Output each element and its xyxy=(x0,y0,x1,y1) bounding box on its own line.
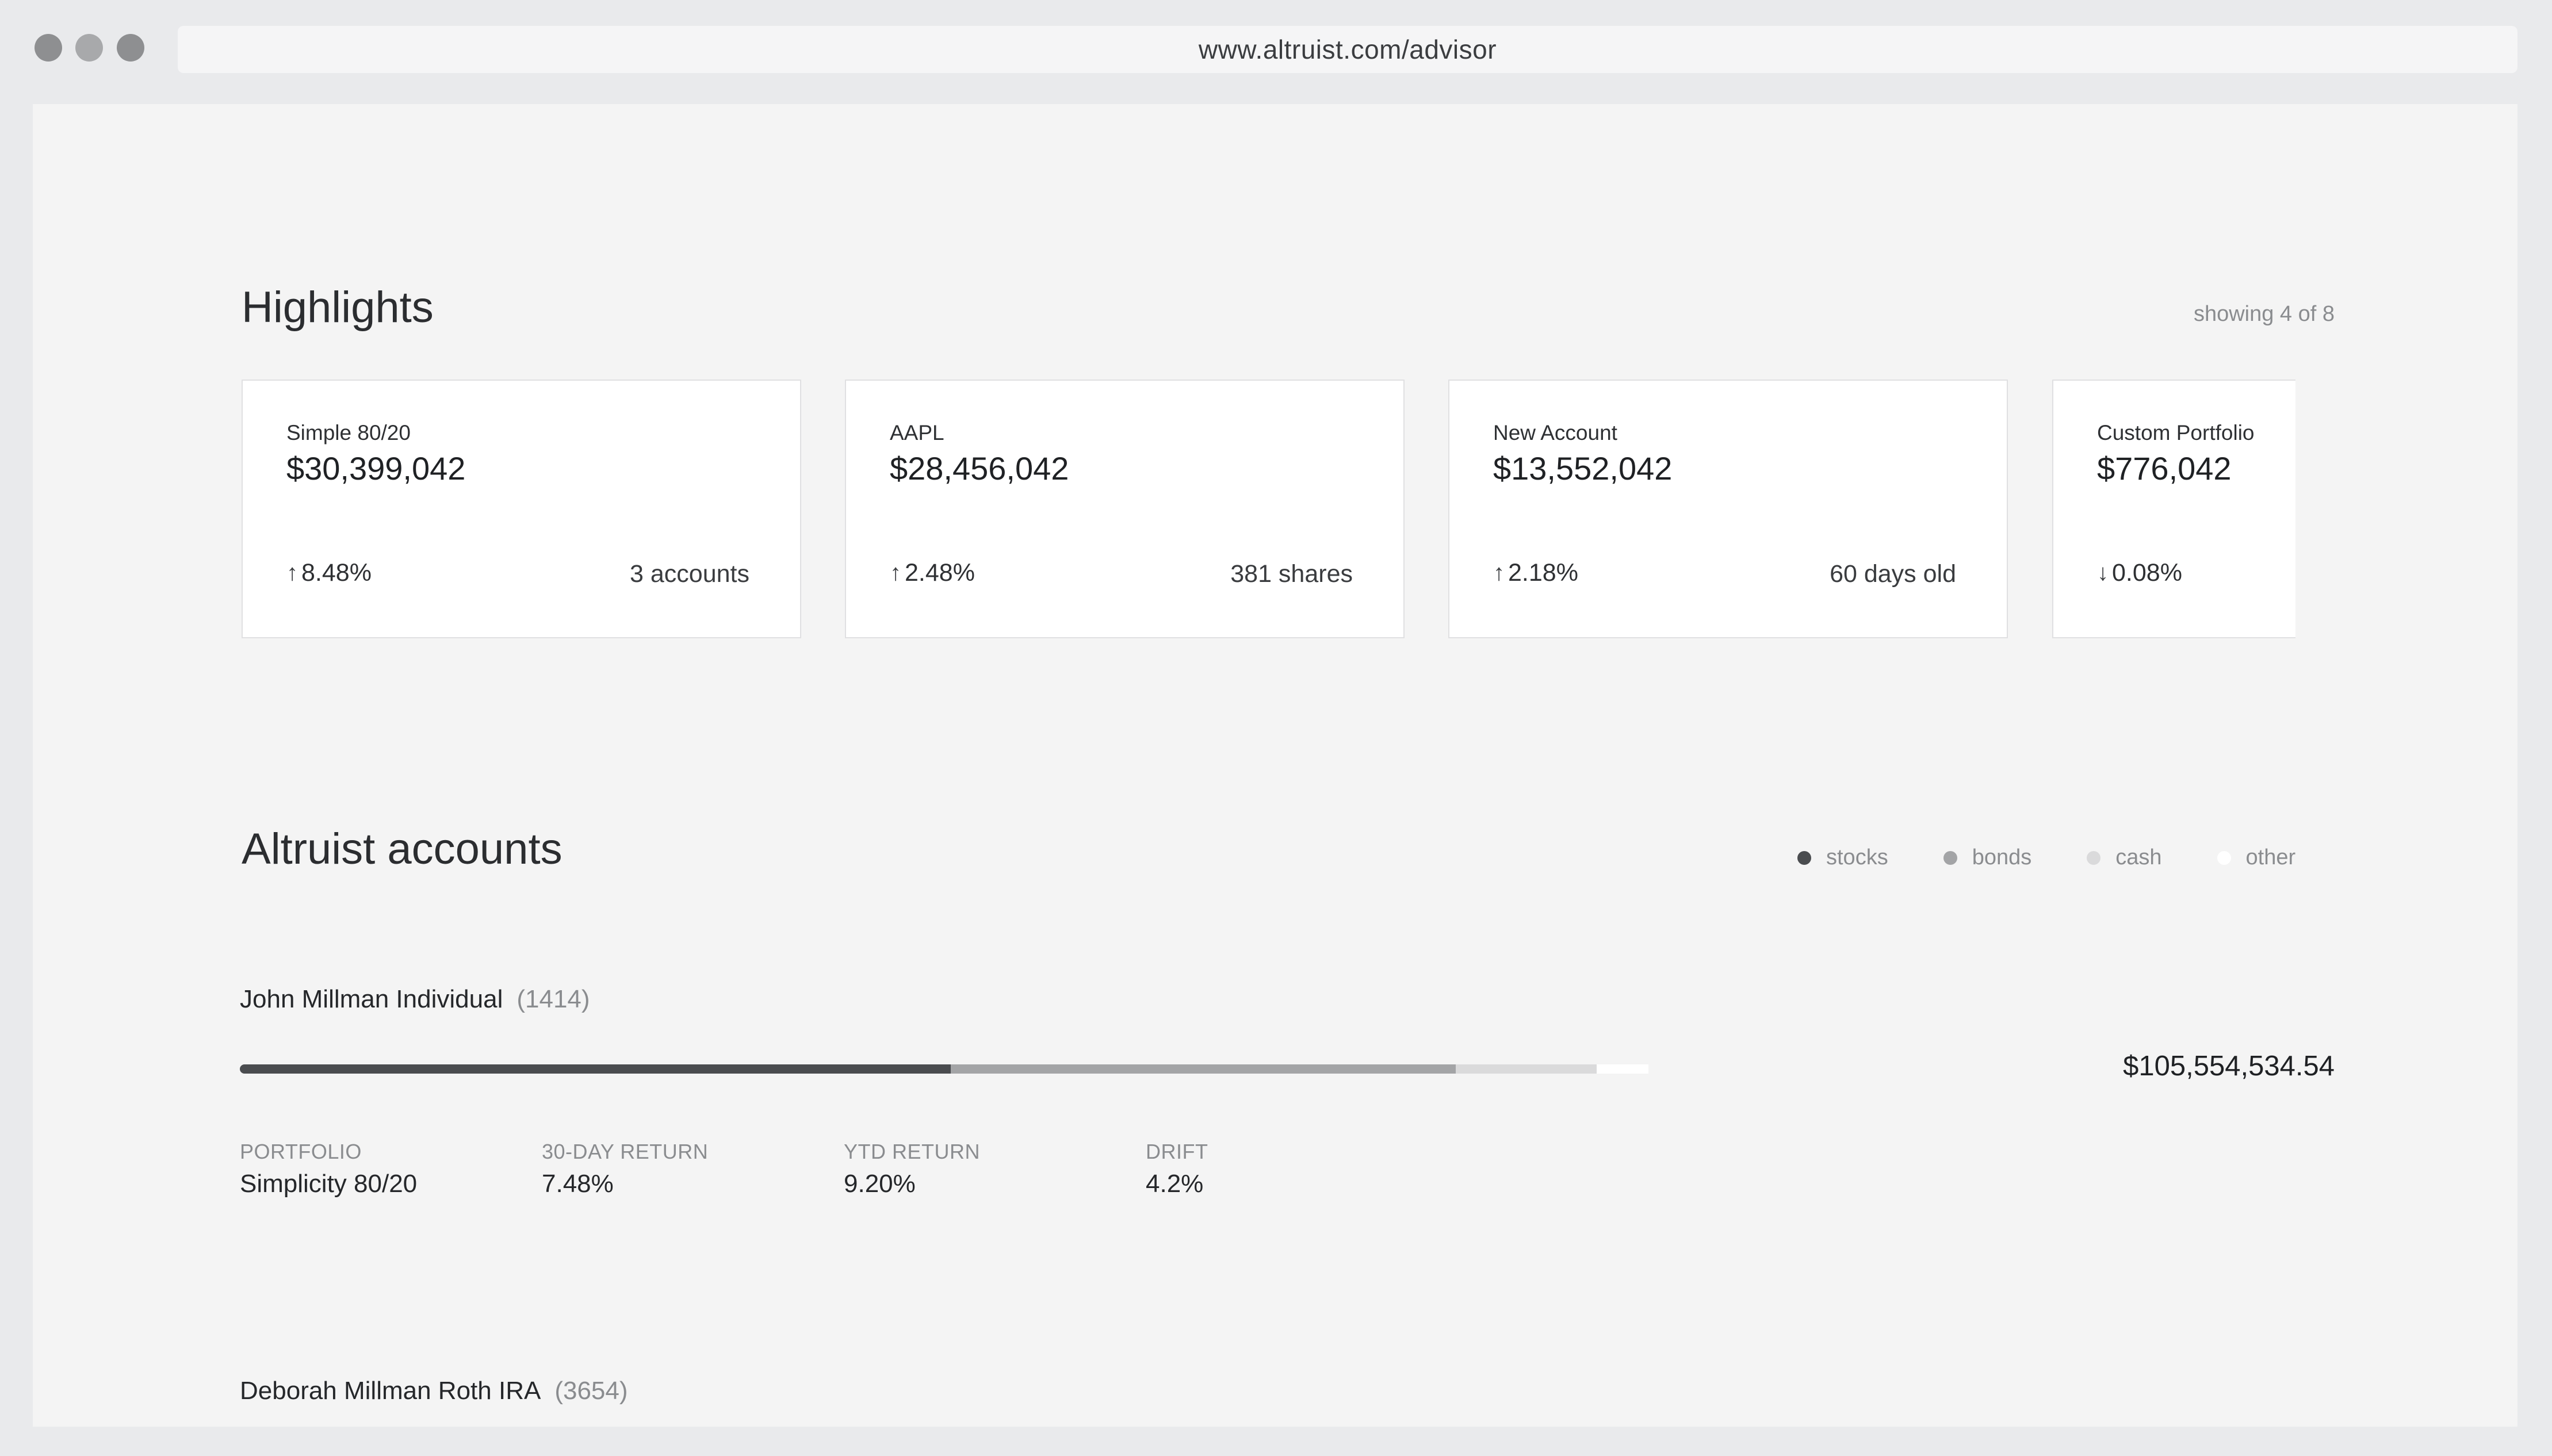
highlight-card-value: $776,042 xyxy=(2097,450,2232,486)
highlight-card-label: Custom Portfolio xyxy=(2097,421,2255,445)
highlight-card-label: Simple 80/20 xyxy=(286,421,411,445)
highlight-card[interactable]: Simple 80/20 $30,399,042 ↑ 8.48% 3 accou… xyxy=(242,380,801,638)
highlight-card-value: $28,456,042 xyxy=(890,450,1069,486)
account-name[interactable]: Deborah Millman Roth IRA (3654) xyxy=(240,1377,628,1405)
highlight-card-change: ↓ 0.08% xyxy=(2097,559,2182,587)
allocation-segment-bonds xyxy=(950,1064,1456,1074)
account-name[interactable]: John Millman Individual (1414) xyxy=(240,985,590,1014)
highlight-card-value: $30,399,042 xyxy=(286,450,466,486)
legend-label: cash xyxy=(2115,845,2162,869)
highlights-count: showing 4 of 8 xyxy=(2193,302,2335,326)
legend-dot-icon xyxy=(1797,850,1811,865)
highlight-card-meta: 60 days old xyxy=(1830,560,1956,588)
stat-label: PORTFOLIO xyxy=(240,1140,362,1163)
highlight-card-change-value: 2.48% xyxy=(905,559,975,587)
legend-dot-icon xyxy=(2217,850,2231,865)
highlight-card-meta: 3 accounts xyxy=(630,560,749,588)
legend-item-cash: cash xyxy=(2087,845,2162,870)
legend-item-bonds: bonds xyxy=(1943,845,2032,870)
stat-label: 30-DAY RETURN xyxy=(542,1140,709,1163)
stat-label: YTD RETURN xyxy=(844,1140,980,1163)
window-maximize-icon[interactable] xyxy=(117,34,144,62)
highlight-card-change: ↑ 2.18% xyxy=(1493,559,1578,587)
account-number: (3654) xyxy=(554,1377,628,1405)
account-stats: PORTFOLIO Simplicity 80/20 30-DAY RETURN… xyxy=(240,1140,1448,1198)
address-bar[interactable]: www.altruist.com/advisor xyxy=(178,26,2517,73)
stat-value: 9.20% xyxy=(844,1170,916,1198)
stat-ytd-return: YTD RETURN 9.20% xyxy=(844,1140,1146,1198)
legend-item-other: other xyxy=(2217,845,2296,870)
highlight-card[interactable]: AAPL $28,456,042 ↑ 2.48% 381 shares xyxy=(845,380,1405,638)
legend-dot-icon xyxy=(1943,850,1957,865)
highlight-card-change-value: 0.08% xyxy=(2112,559,2182,587)
account-number: (1414) xyxy=(516,985,590,1013)
highlight-card[interactable]: New Account $13,552,042 ↑ 2.18% 60 days … xyxy=(1448,380,2008,638)
allocation-legend: stocks bonds cash other xyxy=(1797,845,2295,870)
arrow-up-icon: ↑ xyxy=(890,560,901,585)
highlight-card-change-value: 8.48% xyxy=(301,559,372,587)
highlight-card-change: ↑ 2.48% xyxy=(890,559,975,587)
highlight-card-value: $13,552,042 xyxy=(1493,450,1673,486)
legend-item-stocks: stocks xyxy=(1797,845,1888,870)
highlight-card-change-value: 2.18% xyxy=(1508,559,1578,587)
stat-value: 4.2% xyxy=(1146,1170,1204,1198)
legend-label: bonds xyxy=(1972,845,2032,869)
account-total: $105,554,534.54 xyxy=(2123,1051,2335,1082)
stat-label: DRIFT xyxy=(1146,1140,1208,1163)
page-viewport: Highlights showing 4 of 8 Simple 80/20 $… xyxy=(33,104,2517,1427)
highlight-card[interactable]: Custom Portfolio $776,042 ↓ 0.08% xyxy=(2052,380,2295,638)
account-title: Deborah Millman Roth IRA xyxy=(240,1377,541,1405)
accounts-title: Altruist accounts xyxy=(242,825,563,873)
legend-label: other xyxy=(2245,845,2296,869)
allocation-segment-other xyxy=(1596,1064,1649,1074)
legend-dot-icon xyxy=(2087,850,2101,865)
arrow-up-icon: ↑ xyxy=(1493,560,1505,585)
arrow-up-icon: ↑ xyxy=(286,560,298,585)
stat-portfolio: PORTFOLIO Simplicity 80/20 xyxy=(240,1140,542,1198)
address-bar-url: www.altruist.com/advisor xyxy=(1198,35,1497,64)
window-minimize-icon[interactable] xyxy=(75,34,103,62)
stat-value: Simplicity 80/20 xyxy=(240,1170,418,1198)
allocation-segment-stocks xyxy=(240,1064,951,1074)
arrow-down-icon: ↓ xyxy=(2097,560,2109,585)
highlight-card-label: AAPL xyxy=(890,421,944,445)
highlight-card-label: New Account xyxy=(1493,421,1617,445)
allocation-segment-cash xyxy=(1456,1064,1597,1074)
stat-drift: DRIFT 4.2% xyxy=(1146,1140,1448,1198)
highlights-title: Highlights xyxy=(242,283,434,332)
account-title: John Millman Individual xyxy=(240,985,503,1013)
legend-label: stocks xyxy=(1826,845,1888,869)
highlight-card-change: ↑ 8.48% xyxy=(286,559,372,587)
allocation-bar xyxy=(240,1064,1859,1074)
stat-30-day-return: 30-DAY RETURN 7.48% xyxy=(542,1140,844,1198)
highlights-carousel[interactable]: Simple 80/20 $30,399,042 ↑ 8.48% 3 accou… xyxy=(242,380,2295,640)
highlight-card-meta: 381 shares xyxy=(1230,560,1353,588)
window-close-icon[interactable] xyxy=(35,34,62,62)
stat-value: 7.48% xyxy=(542,1170,614,1198)
